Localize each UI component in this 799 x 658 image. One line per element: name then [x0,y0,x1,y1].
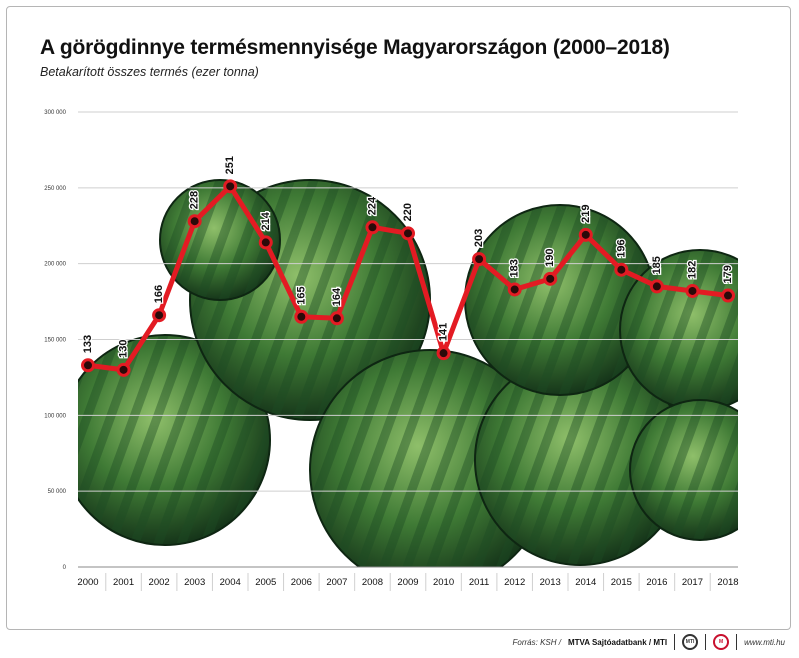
x-tick-label: 2007 [326,577,347,588]
data-point [116,362,131,377]
x-tick-label: 2018 [717,577,738,588]
data-point [685,283,700,298]
data-label: 203 [473,229,485,247]
chart-frame [6,6,791,630]
data-point [543,271,558,286]
x-tick-label: 2013 [540,577,561,588]
chart-subtitle: Betakarított összes termés (ezer tonna) [40,65,259,79]
website-label: www.mti.hu [744,637,785,647]
mtva-logo-icon: M [713,634,730,650]
data-label: 164 [331,287,343,306]
x-tick-label: 2008 [362,577,383,588]
data-label: 190 [544,248,556,266]
x-tick-label: 2005 [255,577,276,588]
x-tick-label: 2001 [113,577,134,588]
x-tick-label: 2011 [469,577,489,588]
x-tick-label: 2016 [646,577,667,588]
data-label: 166 [153,285,165,303]
source-label: Forrás: KSH / [512,637,561,647]
x-tick-label: 2010 [433,577,454,588]
data-point [649,279,664,294]
y-tick-label: 200 000 [44,262,66,268]
agency-label: MTVA Sajtóadatbank / MTI [567,637,668,647]
footer-separator [736,634,738,650]
footer-separator [705,634,707,650]
data-label: 165 [295,286,307,304]
x-tick-label: 2012 [504,577,525,588]
watermelon-background-photo [78,112,738,567]
line-chart: 0 50 000 100 000 150 000 200 000 250 000 300 0… [44,110,739,591]
data-point [614,262,629,277]
data-point [152,308,167,323]
footer: Forrás: KSH / MTVA Sajtóadatbank / MTI M… [513,632,785,652]
footer-separator [674,634,676,650]
x-tick-label: 2017 [682,577,703,588]
data-point [721,288,735,303]
y-tick-label: 250 000 [44,186,66,192]
data-label: 130 [118,339,130,357]
data-point [507,282,522,297]
data-point [187,214,202,229]
x-tick-label: 2014 [575,577,596,588]
x-tick-label: 2002 [149,577,170,588]
data-label: 133 [82,335,94,353]
data-label: 182 [686,261,698,279]
data-label: 220 [402,203,414,221]
x-tick-label: 2006 [291,577,312,588]
data-point [258,235,273,250]
y-tick-label: 100 000 [44,413,66,419]
data-label: 196 [615,239,627,257]
y-tick-label: 300 000 [44,110,66,116]
data-label: 179 [722,265,734,283]
data-label: 224 [366,196,378,215]
x-tick-label: 2004 [220,577,241,588]
data-label: 141 [438,323,450,341]
data-point [81,358,95,373]
data-point [294,309,309,324]
data-point [365,220,380,235]
data-label: 228 [189,191,201,209]
x-tick-label: 2000 [77,577,98,588]
chart-title: A görögdinnye termésmennyisége Magyarors… [40,36,670,59]
y-tick-label: 0 [63,565,67,571]
data-point [223,179,238,194]
y-tick-label: 150 000 [44,338,66,344]
data-label: 185 [651,256,663,274]
data-label: 251 [224,156,236,174]
data-label: 219 [580,204,592,222]
data-point [578,227,593,242]
y-tick-label: 50 000 [48,489,67,495]
mti-logo-icon: MTI [682,634,699,650]
x-tick-label: 2015 [611,577,632,588]
data-point [436,346,451,361]
x-tick-label: 2009 [397,577,418,588]
data-label: 183 [509,259,521,277]
data-point [401,226,415,241]
data-point [329,311,344,326]
x-tick-label: 2003 [184,577,205,588]
data-label: 214 [260,211,272,230]
data-point [472,252,487,267]
